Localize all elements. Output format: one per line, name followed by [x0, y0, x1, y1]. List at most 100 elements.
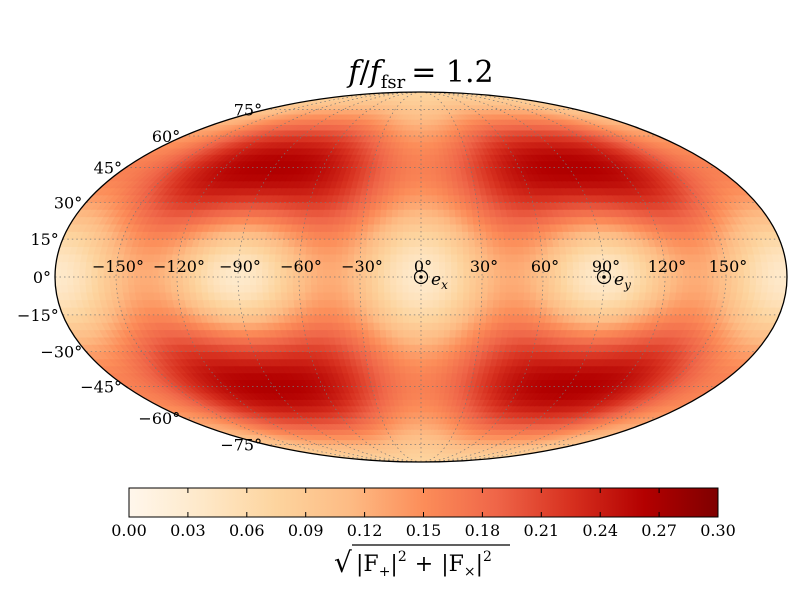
heatmap-cell [286, 284, 294, 293]
heatmap-cell [414, 231, 422, 240]
heatmap-cell [360, 246, 368, 255]
heatmap-cell [540, 299, 549, 308]
heatmap-cell [426, 351, 433, 360]
heatmap-cell [487, 284, 495, 293]
heatmap-cell [281, 246, 289, 255]
heatmap-cell [755, 276, 763, 285]
heatmap-cell [420, 187, 427, 196]
heatmap-cell [398, 194, 405, 203]
heatmap-cell [473, 322, 481, 331]
heatmap-cell [399, 372, 407, 381]
heatmap-cell [523, 291, 531, 301]
heatmap-cell [505, 276, 513, 285]
heatmap-cell [418, 444, 422, 450]
heatmap-cell [281, 299, 289, 308]
heatmap-cell [373, 329, 381, 338]
heatmap-cell [397, 336, 405, 345]
heatmap-cell [410, 386, 417, 394]
heatmap-cell [743, 276, 751, 285]
heatmap-cell [688, 261, 696, 270]
heatmap-cell [323, 246, 332, 255]
heatmap-cell [590, 284, 599, 293]
heatmap-cell [413, 423, 418, 430]
heatmap-cell [497, 314, 505, 323]
heatmap-cell [337, 231, 345, 240]
heatmap-cell [420, 405, 426, 413]
heatmap-cell [499, 269, 507, 278]
heatmap-cell [425, 187, 433, 196]
heatmap-cell [449, 329, 457, 338]
heatmap-cell [694, 269, 702, 278]
heatmap-cell [403, 336, 410, 345]
heatmap-cell [486, 238, 494, 247]
heatmap-cell [640, 269, 648, 278]
heatmap-cell [275, 246, 283, 255]
heatmap-cell [492, 306, 500, 316]
heatmap-cell [414, 223, 422, 232]
heatmap-cell [457, 269, 465, 278]
heatmap-cell [298, 284, 306, 293]
heatmap-cell [409, 351, 416, 360]
heatmap-cell [373, 223, 381, 232]
heatmap-cell [473, 223, 481, 232]
heatmap-cell [390, 238, 398, 247]
heatmap-cell [725, 276, 733, 285]
heatmap-cell [398, 187, 406, 196]
heatmap-cell [402, 269, 410, 278]
heatmap-cell [249, 276, 257, 285]
heatmap-cell [437, 194, 444, 203]
heatmap-cell [505, 291, 513, 301]
heatmap-cell [368, 336, 376, 345]
heatmap-cell [416, 423, 422, 430]
heatmap-cell [463, 284, 471, 293]
heatmap-cell [354, 231, 363, 240]
heatmap-cell [408, 299, 416, 308]
heatmap-cell [455, 223, 463, 232]
heatmap-cell [416, 411, 422, 419]
heatmap-cell [387, 351, 395, 360]
heatmap-cell [292, 284, 300, 293]
heatmap-cell [467, 314, 476, 323]
heatmap-cell [505, 253, 513, 263]
heatmap-cell [390, 261, 398, 270]
heatmap-cell [408, 223, 416, 232]
heatmap-cell [420, 314, 428, 323]
heatmap-cell [456, 246, 464, 255]
heatmap-cell [774, 276, 782, 285]
heatmap-cell [442, 351, 450, 360]
heatmap-cell [420, 216, 428, 225]
heatmap-cell [559, 253, 568, 263]
heatmap-cell [455, 322, 463, 331]
heatmap-cell [349, 223, 358, 232]
heatmap-cell [749, 276, 757, 285]
heatmap-cell [158, 276, 166, 285]
heatmap-cell [407, 405, 414, 413]
heatmap-cell [768, 269, 776, 278]
heatmap-cell [480, 238, 488, 247]
heatmap-cell [486, 306, 494, 316]
heatmap-cell [384, 306, 392, 316]
heatmap-cell [504, 299, 513, 308]
heatmap-cell [354, 246, 362, 255]
heatmap-cell [426, 231, 434, 240]
heatmap-cell [454, 202, 462, 210]
heatmap-cell [437, 351, 444, 360]
heatmap-cell [425, 379, 432, 387]
heatmap-cell [341, 284, 349, 293]
heatmap-cell [323, 253, 331, 263]
heatmap-cell [366, 238, 374, 247]
heatmap-cell [523, 284, 532, 293]
heatmap-cell [362, 336, 371, 345]
heatmap-cell [121, 276, 129, 285]
heatmap-cell [341, 291, 349, 301]
heatmap-cell [268, 261, 276, 270]
heatmap-cell [268, 276, 276, 285]
heatmap-cell [287, 246, 295, 255]
heatmap-cell [444, 261, 452, 270]
heatmap-cell [755, 269, 763, 278]
heatmap-cell [516, 306, 524, 316]
heatmap-cell [335, 276, 343, 285]
heatmap-cell [386, 209, 393, 218]
heatmap-cell [633, 261, 641, 270]
heatmap-cell [463, 253, 470, 263]
